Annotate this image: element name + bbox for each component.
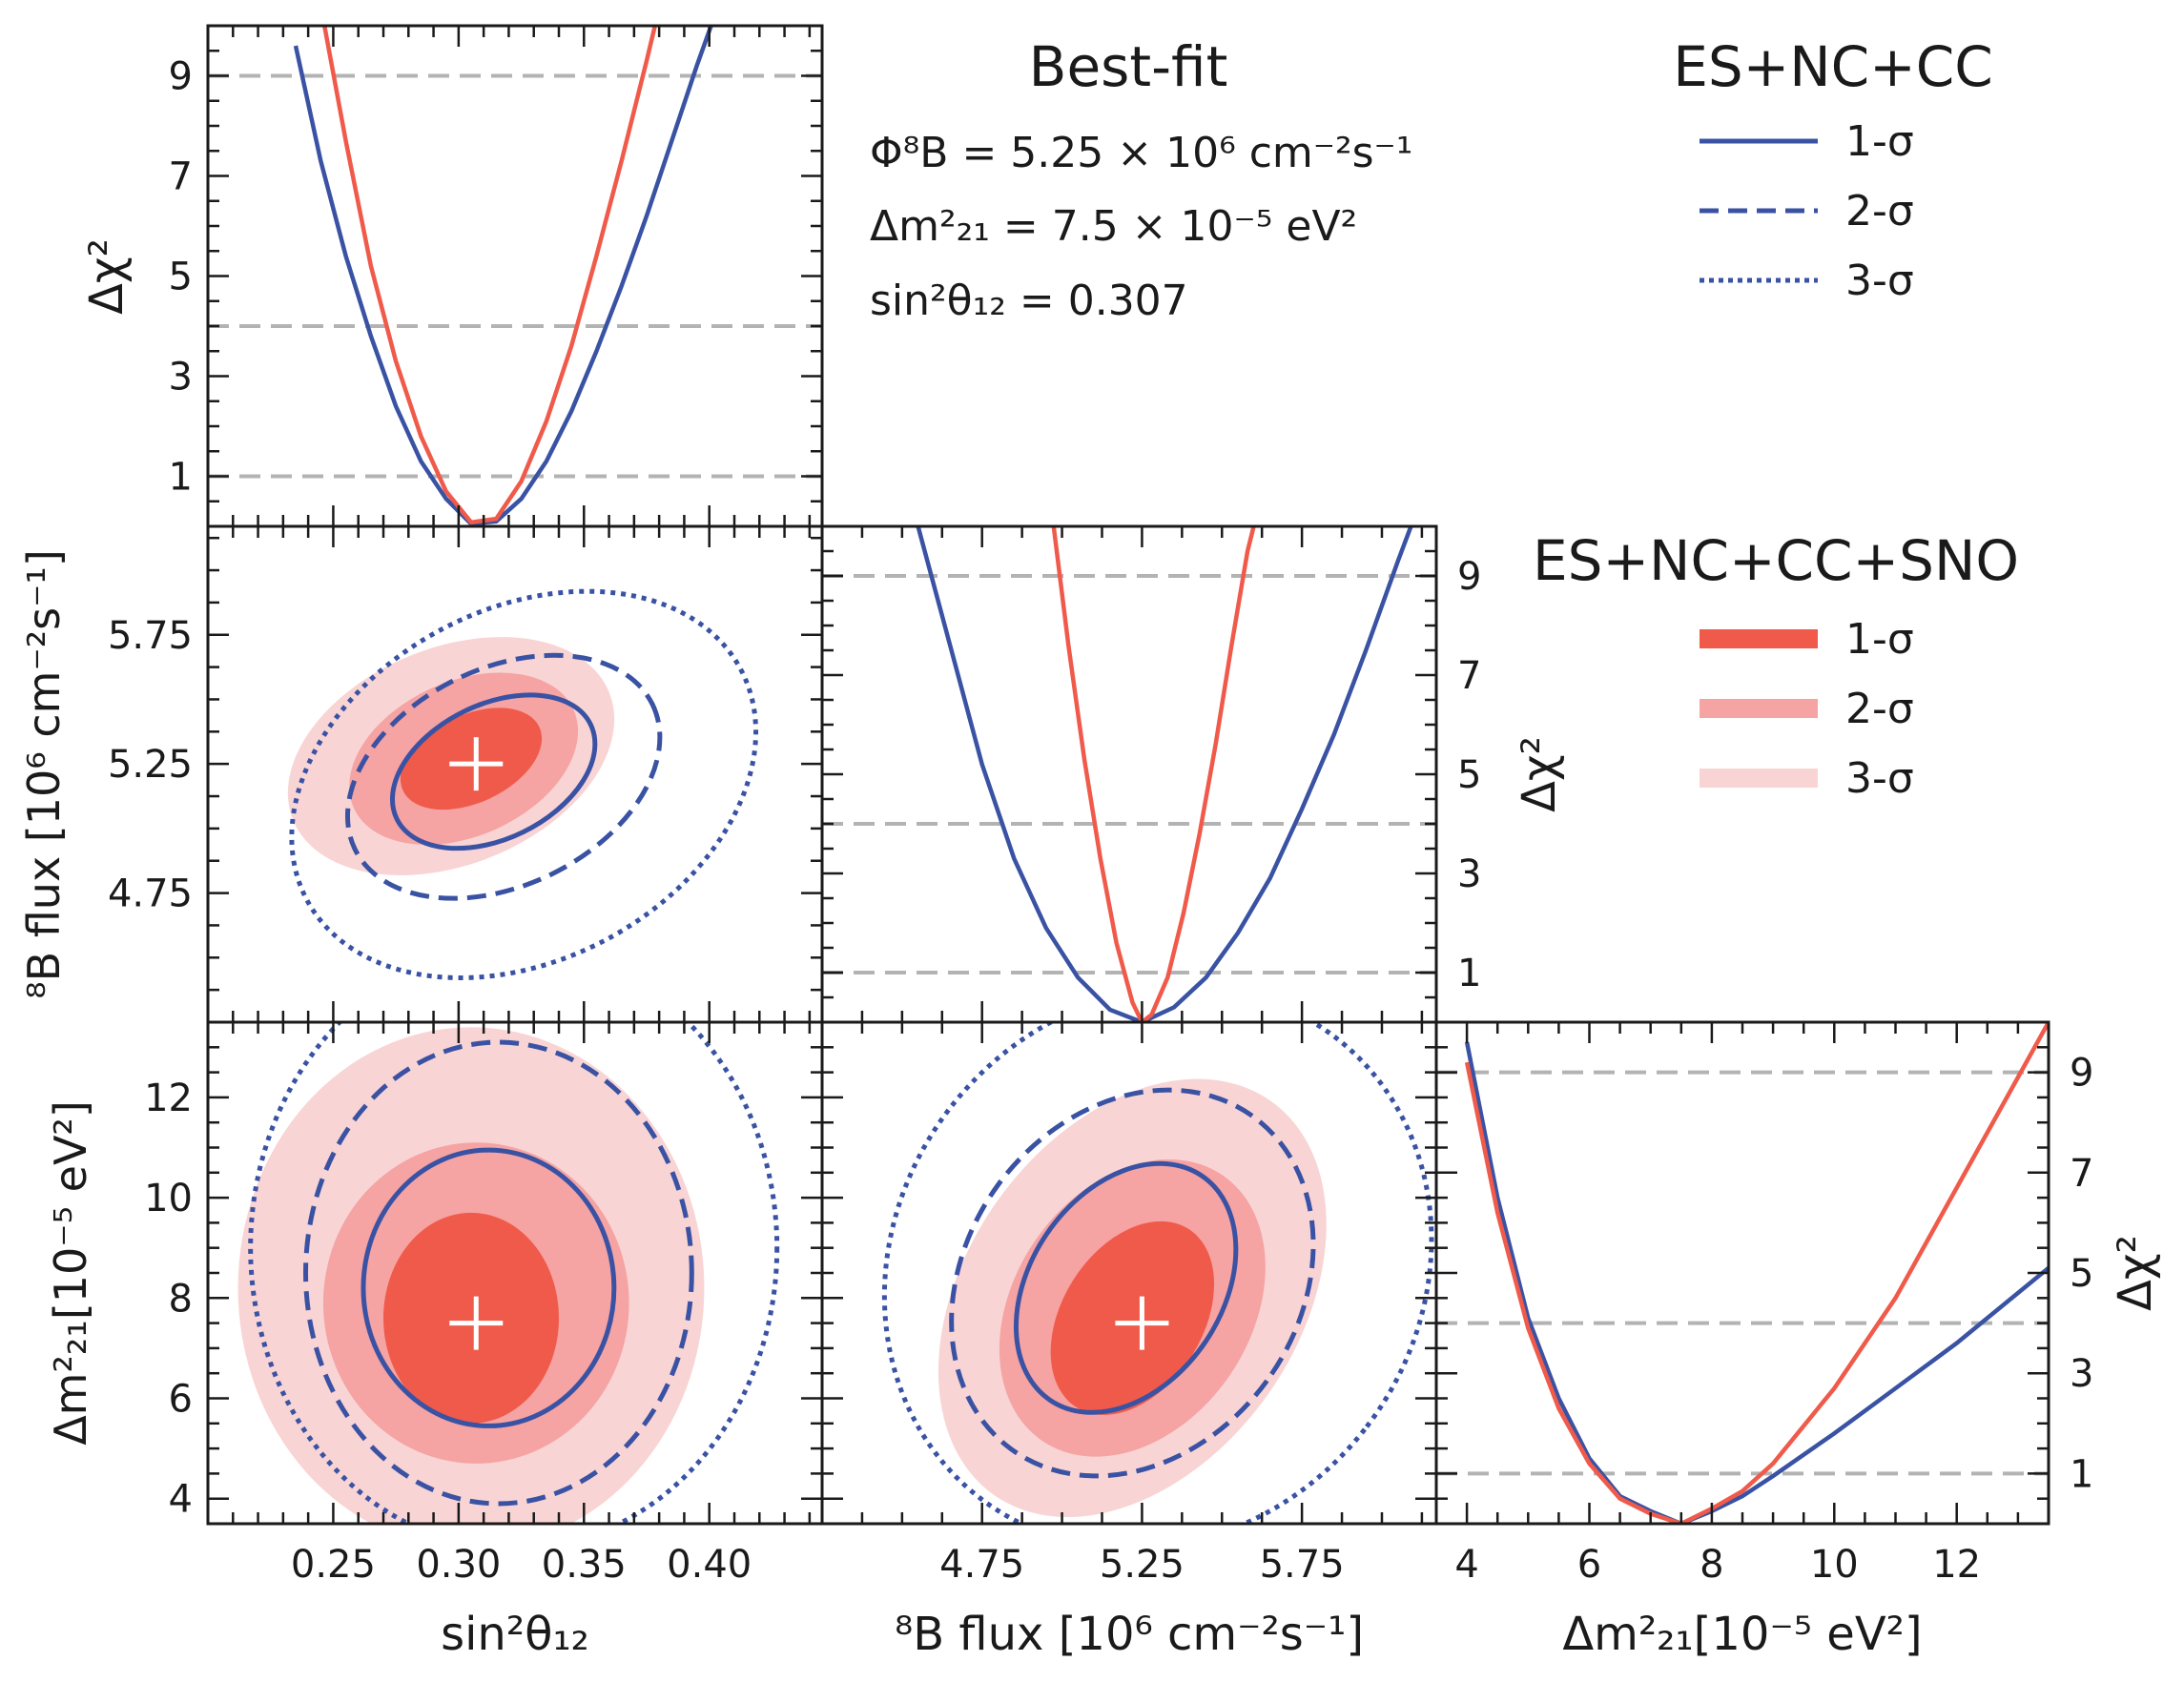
y-tick-label-p22: 1 [2070,1452,2093,1496]
contours-p20 [237,1022,780,1524]
legend-es-nc-cc: ES+NC+CC 1-σ 2-σ 3-σ [1673,34,1993,305]
y-tick-label-p00: 1 [169,456,193,500]
xlabel-dm2: Δm²₂₁[10⁻⁵ eV²] [1562,1608,1922,1661]
xlabel-flux: ⁸B flux [10⁶ cm⁻²s⁻¹] [895,1608,1364,1661]
x-tick-label-p20: 0.30 [416,1543,501,1587]
line-contour-3sigma [289,588,759,980]
panel-frame-p11 [820,524,1438,1024]
x-tick-label-p22: 12 [1932,1543,1981,1587]
filled-contour-1sigma [1050,1220,1215,1415]
bestfit-flux: Φ⁸B = 5.25 × 10⁶ cm⁻²s⁻¹ [870,129,1412,177]
y-tick-label-p11: 5 [1457,753,1481,797]
profile-sin2-blue [293,26,714,526]
line-contour-2sigma [949,1087,1316,1479]
ylabel-dm2: Δm²₂₁[10⁻⁵ eV²] [45,1100,96,1446]
y-tick-label-p20: 10 [144,1177,193,1220]
profile-dm2-red-group [1464,1022,2049,1524]
y-tick-label-p20: 8 [169,1277,193,1321]
line-contour-1sigma [361,1147,617,1428]
line-contour-3sigma [881,1022,1434,1524]
panel-frame-p22 [1434,1020,2050,1526]
contours-p21 [881,1022,1434,1524]
ylabel-chi2-top: Δχ² [80,238,134,315]
x-tick-label-p20: 0.25 [291,1543,376,1587]
profile-flux-blue-group [916,526,1413,1022]
y-tick-label-p10: 5.25 [108,743,193,787]
profile-sin2-red [321,26,658,525]
legend-1-title: ES+NC+CC [1673,34,1993,99]
y-tick-label-p22: 9 [2070,1052,2093,1096]
profile-flux-red [1051,526,1256,1022]
y-tick-label-p11: 7 [1457,654,1481,698]
line-contour-2sigma [303,1039,694,1507]
panel-frame-p00 [206,24,824,528]
x-tick-label-p21: 5.75 [1260,1543,1345,1587]
x-tick-label-p21: 5.25 [1100,1543,1185,1587]
x-tick-label-p21: 4.75 [939,1543,1024,1587]
legend-es-nc-cc-sno: ES+NC+CC+SNO 1-σ 2-σ 3-σ [1533,528,2019,803]
y-tick-label-p11: 1 [1457,952,1481,995]
profile-dm2-red [1464,1022,2049,1524]
profile-flux-blue [916,526,1413,1022]
y-tick-label-p20: 4 [169,1478,193,1522]
y-tick-label-p11: 9 [1457,555,1481,599]
y-tick-label-p00: 9 [169,55,193,99]
contours-p10 [287,588,759,980]
ylabel-chi2-mid: Δχ² [1513,736,1566,812]
bestfit-dm2: Δm²₂₁ = 7.5 × 10⁻⁵ eV² [870,202,1357,251]
y-tick-label-p20: 6 [169,1378,193,1422]
y-tick-label-p20: 12 [144,1077,193,1120]
x-tick-label-p22: 10 [1810,1543,1859,1587]
legend-1-entry-3: 3-σ [1845,256,1914,305]
y-tick-label-p00: 3 [169,356,193,400]
y-tick-label-p22: 3 [2070,1352,2093,1396]
legend-1-entry-1: 1-σ [1845,117,1914,166]
profile-dm2-blue [1464,1041,2049,1524]
ylabel-flux: ⁸B flux [10⁶ cm⁻²s⁻¹] [18,549,70,999]
y-tick-label-p00: 5 [169,256,193,299]
y-tick-label-p00: 7 [169,155,193,199]
y-tick-label-p10: 4.75 [108,872,193,916]
profile-sin2-red-group [321,26,658,525]
ylabel-chi2-bot: Δχ² [2109,1235,2162,1311]
legend-1-entry-2: 2-σ [1845,187,1914,236]
filled-contour-1sigma [383,1212,559,1424]
profile-flux-red-group [1051,526,1256,1022]
x-tick-label-p20: 0.35 [542,1543,627,1587]
line-contour-1sigma [389,692,598,851]
profile-dm2-blue-group [1464,1041,2049,1524]
y-tick-label-p11: 3 [1457,852,1481,896]
x-tick-label-p22: 6 [1577,1543,1601,1587]
line-contour-2sigma [344,652,663,901]
x-tick-label-p20: 0.40 [667,1543,752,1587]
bestfit-title: Best-fit [1029,34,1228,99]
xlabel-sin2: sin²θ₁₂ [441,1608,589,1661]
legend-2-title: ES+NC+CC+SNO [1533,528,2019,593]
filled-contour-1sigma [400,708,543,810]
y-tick-label-p22: 7 [2070,1152,2093,1196]
line-contour-3sigma [248,1022,780,1524]
y-tick-label-p10: 5.75 [108,614,193,658]
x-tick-label-p22: 8 [1700,1543,1723,1587]
profile-sin2-blue-group [293,26,714,526]
y-tick-label-p22: 5 [2070,1252,2093,1296]
legend-2-entry-3: 3-σ [1845,754,1914,803]
legend-2-entry-1: 1-σ [1845,615,1914,664]
bestfit-sin2: sin²θ₁₂ = 0.307 [870,277,1188,325]
legend-2-entry-2: 2-σ [1845,685,1914,733]
x-tick-label-p22: 4 [1454,1543,1478,1587]
line-contour-1sigma [1013,1160,1239,1415]
